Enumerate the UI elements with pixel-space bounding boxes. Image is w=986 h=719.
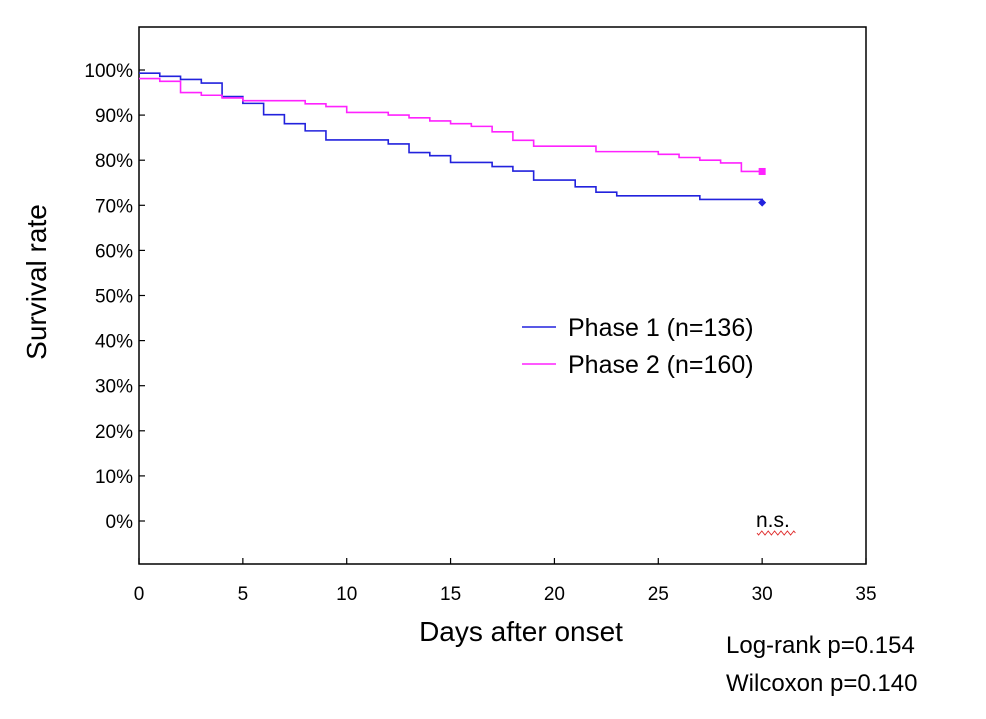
series-layer <box>139 72 767 207</box>
y-tick-label: 70% <box>95 196 133 217</box>
y-tick-label: 60% <box>95 241 133 262</box>
x-tick-label: 20 <box>544 584 565 605</box>
x-tick-label: 10 <box>336 584 357 605</box>
x-tick-label: 30 <box>752 584 773 605</box>
legend: Phase 1 (n=136) Phase 2 (n=160) <box>522 314 754 379</box>
x-tick-label: 25 <box>648 584 669 605</box>
x-axis-ticks: 0 5 10 15 20 25 30 35 <box>134 558 877 605</box>
y-tick-label: 30% <box>95 377 133 398</box>
y-axis-ticks: 100% 90% 80% 70% 60% 50% 40% 30% 20% 10% 0% <box>84 61 145 533</box>
y-tick-label: 50% <box>95 287 133 308</box>
x-axis-title: Days after onset <box>419 616 623 647</box>
x-tick-label: 15 <box>440 584 461 605</box>
x-tick-label: 0 <box>134 584 145 605</box>
spellcheck-underline <box>756 530 796 536</box>
y-axis-title: Survival rate <box>21 204 52 360</box>
series-line-phase-2 <box>139 77 763 173</box>
y-tick-label: 10% <box>95 467 133 488</box>
legend-label-phase-2: Phase 2 (n=160) <box>568 351 754 379</box>
censor-marker-phase-1 <box>758 198 767 207</box>
x-tick-label: 5 <box>238 584 249 605</box>
legend-label-phase-1: Phase 1 (n=136) <box>568 314 754 342</box>
logrank-stat: Log-rank p=0.154 <box>726 632 915 659</box>
y-tick-label: 20% <box>95 422 133 443</box>
x-tick-label: 35 <box>855 584 876 605</box>
wilcoxon-stat: Wilcoxon p=0.140 <box>726 670 918 697</box>
significance-annotation: n.s. <box>756 509 790 532</box>
y-tick-label: 0% <box>106 512 134 533</box>
y-tick-label: 80% <box>95 151 133 172</box>
plot-frame <box>138 26 867 565</box>
y-tick-label: 100% <box>84 61 133 82</box>
y-tick-label: 90% <box>95 106 133 127</box>
censor-marker-phase-2 <box>758 167 766 175</box>
series-line-phase-1 <box>139 72 763 203</box>
y-tick-label: 40% <box>95 332 133 353</box>
